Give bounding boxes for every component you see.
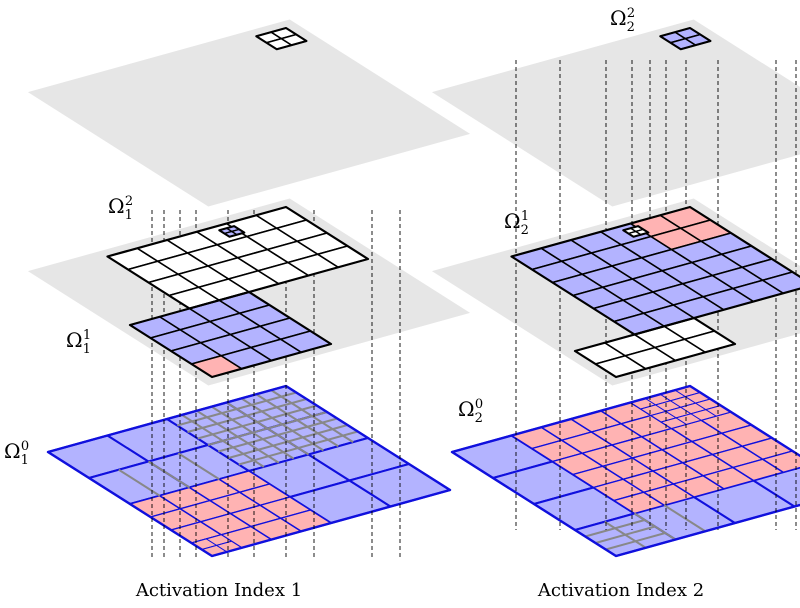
inactive-subgrid-line [177, 452, 220, 481]
level2-boundary [659, 27, 712, 51]
layer-plane [27, 19, 471, 207]
base-boundary [46, 384, 452, 558]
layer-plane [431, 19, 800, 207]
inactive-subgrid-line [663, 504, 706, 533]
inactive-subgrid-line [584, 519, 646, 538]
inactive-subgrid-line [147, 460, 191, 489]
panel-activation-index-2: Ω22 Ω21 Ω20 Activation Index 2 [431, 6, 800, 601]
inactive-subgrid-line [118, 468, 161, 497]
level1-cell [761, 271, 800, 295]
inactive-subgrid-line [176, 391, 297, 427]
level1-boundary [128, 290, 333, 379]
inactive-subgrid-line [207, 411, 328, 446]
label-omega-1-2: Ω12 [108, 194, 133, 223]
inactive-subgrid-line [238, 430, 359, 466]
inactive-subgrid-line [595, 525, 656, 544]
base-boundary [450, 384, 800, 558]
inactive-subgrid-line [217, 417, 338, 453]
caption-activation-index-2: Activation Index 2 [537, 580, 704, 601]
inactive-subgrid-line [605, 532, 666, 551]
caption-activation-index-1: Activation Index 1 [135, 580, 302, 601]
level2-boundary [622, 225, 650, 238]
inactive-subgrid-line [228, 424, 348, 459]
label-omega-2-0: Ω20 [458, 397, 483, 426]
level1-boundary [510, 205, 800, 336]
level1-boundary [573, 316, 737, 379]
level1-boundary [106, 205, 370, 310]
panel-activation-index-1: Ω12 Ω11 Ω10 Activation Index 1 [4, 19, 471, 601]
label-omega-1-1: Ω11 [66, 328, 91, 357]
level2-boundary [255, 27, 308, 51]
label-omega-2-1: Ω21 [504, 209, 529, 238]
inactive-subgrid-line [187, 398, 307, 433]
level2-boundary [218, 225, 246, 238]
label-omega-2-2: Ω22 [610, 6, 635, 35]
inactive-subgrid-line [197, 404, 318, 440]
label-omega-1-0: Ω10 [4, 439, 29, 468]
